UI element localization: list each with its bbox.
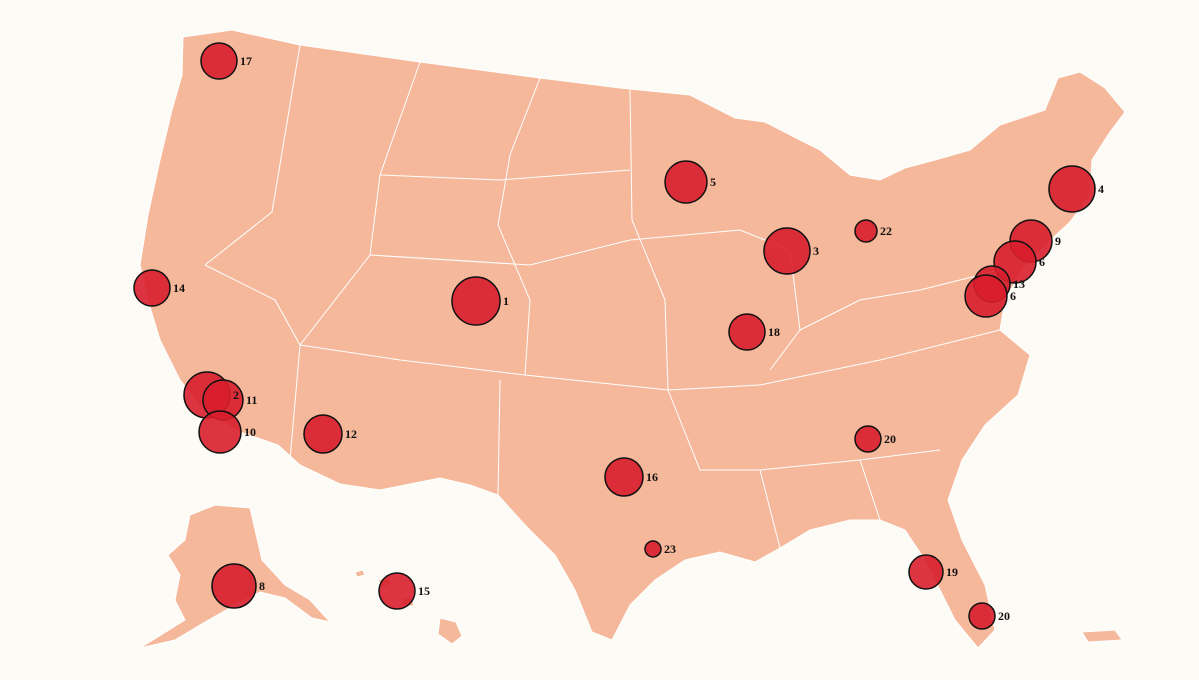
rank-label: 20 (998, 609, 1010, 623)
city-marker (604, 457, 644, 497)
city-marker (1048, 165, 1096, 213)
rank-label: 6 (1039, 255, 1045, 269)
rank-label: 16 (646, 470, 658, 484)
rank-label: 11 (246, 393, 257, 407)
city-marker (211, 563, 257, 609)
rank-label: 12 (345, 427, 357, 441)
rank-label: 3 (813, 244, 819, 258)
rank-label: 14 (173, 281, 185, 295)
rank-label: 18 (768, 325, 780, 339)
rank-label: 8 (259, 579, 265, 593)
rank-label: 15 (418, 584, 430, 598)
city-marker (378, 572, 416, 610)
rank-label: 10 (244, 425, 256, 439)
city-marker (451, 276, 501, 326)
city-marker (303, 414, 343, 454)
rank-label: 5 (710, 175, 716, 189)
city-marker (664, 160, 708, 204)
rank-label: 22 (880, 224, 892, 238)
city-marker (200, 42, 238, 80)
city-marker (763, 227, 811, 275)
rank-label: 1 (503, 294, 509, 308)
city-marker (854, 425, 882, 453)
city-marker (908, 554, 944, 590)
state-borders (204, 44, 1001, 549)
city-marker (854, 219, 878, 243)
rank-label: 23 (664, 542, 676, 556)
rank-label: 19 (946, 565, 958, 579)
city-marker (198, 410, 242, 454)
rank-label: 6 (1010, 289, 1016, 303)
city-marker (728, 313, 766, 351)
contiguous-us (139, 29, 1126, 649)
rank-label: 13 (1013, 277, 1025, 291)
city-marker (968, 602, 996, 630)
rank-label: 17 (240, 54, 252, 68)
rank-label: 2 (233, 388, 239, 402)
city-marker (644, 540, 662, 558)
city-marker (964, 274, 1008, 318)
rank-label: 9 (1055, 234, 1061, 248)
rank-label: 20 (884, 432, 896, 446)
rank-label: 4 (1098, 182, 1104, 196)
city-marker (133, 269, 171, 307)
puerto-rico (1081, 629, 1123, 643)
